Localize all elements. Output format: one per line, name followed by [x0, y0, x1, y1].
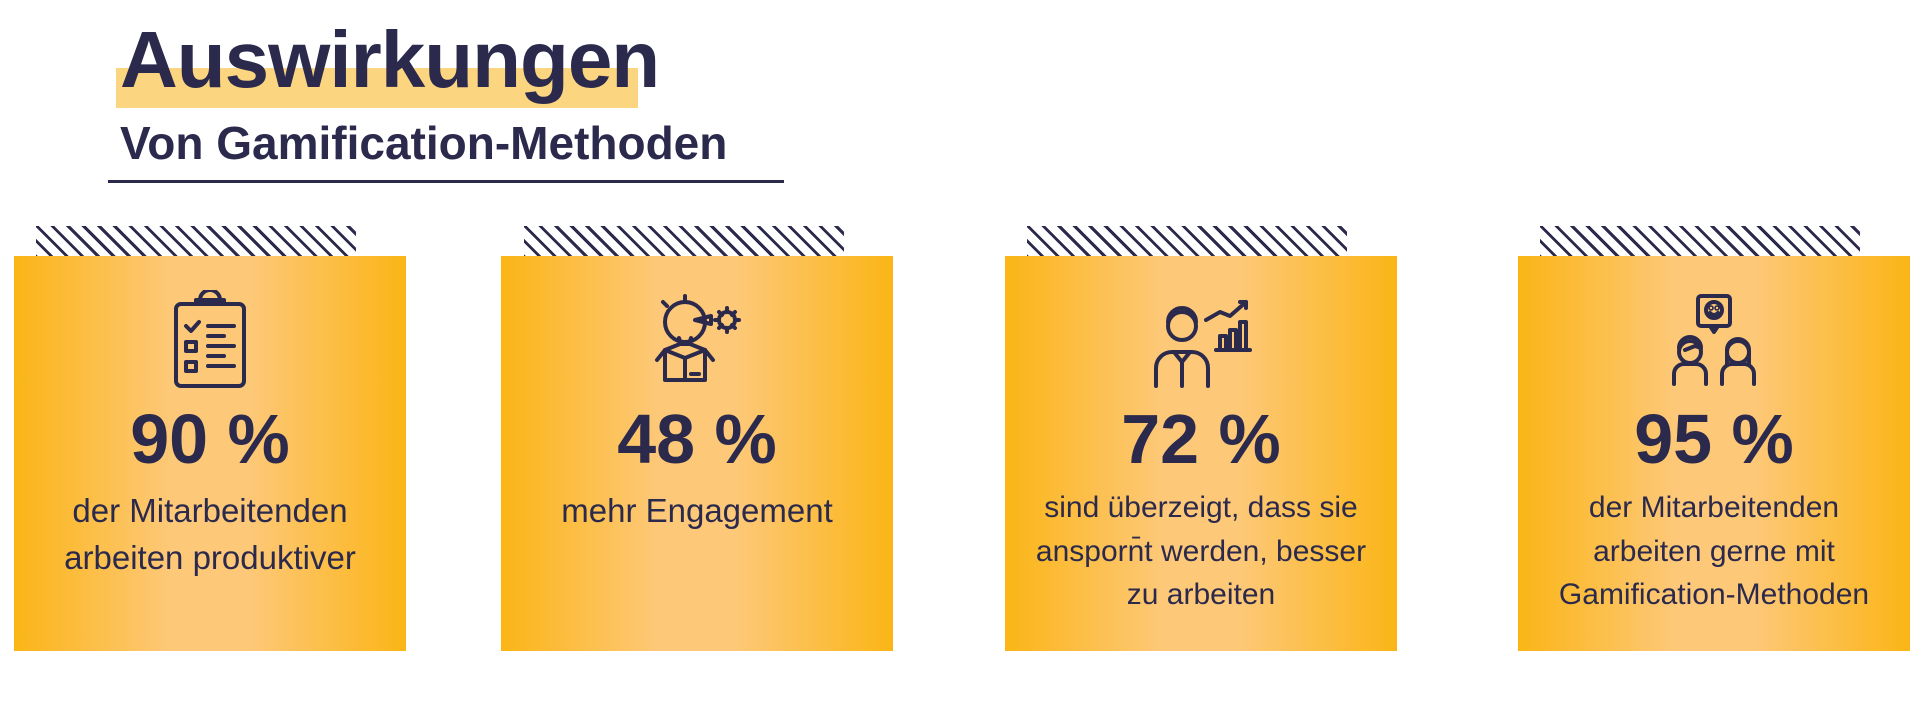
stat-description: der Mitarbeitenden arbeiten gerne mit Ga… [1558, 491, 1870, 611]
stat-card-productivity: 90 % der Mitarbeitenden arbeiten produkt… [14, 256, 406, 651]
stat-value: 95 % [1634, 400, 1794, 478]
clipboard-checklist-icon [160, 288, 260, 390]
stat-card-enjoyment: 95 % der Mitarbeitenden arbeiten gerne m… [1518, 256, 1910, 651]
person-growth-chart-icon [1146, 290, 1256, 390]
stat-description: sind überzeigt, dass sie ansporn̄t werde… [1035, 491, 1367, 611]
idea-box-gear-icon [647, 290, 747, 390]
stat-value: 72 % [1121, 400, 1281, 478]
page-subtitle: Von Gamification-Methoden [120, 117, 728, 169]
stat-card-motivation: 72 % sind überzeigt, dass sie ansporn̄t … [1005, 256, 1397, 651]
happy-team-icon [1664, 290, 1764, 390]
stat-value: 48 % [617, 400, 777, 478]
stat-description: der Mitarbeitenden arbeiten produktiver [64, 492, 356, 576]
stat-card-engagement: 48 % mehr Engagement [501, 256, 893, 651]
stat-value: 90 % [130, 400, 290, 478]
title-underline [108, 180, 784, 183]
stat-description: mehr Engagement [561, 492, 833, 529]
title-highlight [116, 68, 638, 108]
page-title: Auswirkungen [120, 15, 660, 104]
